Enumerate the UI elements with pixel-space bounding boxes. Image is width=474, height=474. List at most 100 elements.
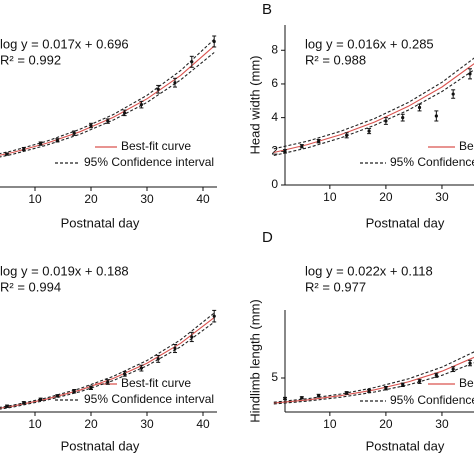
data-point bbox=[283, 149, 287, 153]
ci-upper bbox=[0, 38, 215, 155]
y-tick-label: 8 bbox=[271, 42, 278, 56]
data-point bbox=[55, 394, 60, 398]
data-point bbox=[89, 123, 93, 128]
x-tick-label: 10 bbox=[28, 417, 42, 431]
legend-label: Best-fit curve bbox=[121, 139, 191, 153]
data-point bbox=[434, 114, 438, 118]
fit-curve bbox=[273, 356, 474, 404]
data-point bbox=[384, 119, 388, 123]
data-point bbox=[39, 397, 43, 401]
data-point bbox=[212, 39, 216, 44]
equation: log y = 0.022x + 0.118 bbox=[305, 263, 433, 278]
ci-upper bbox=[0, 312, 215, 408]
x-tick-label: 40 bbox=[196, 192, 210, 206]
data-point bbox=[451, 367, 455, 371]
panel-label: D bbox=[262, 229, 273, 246]
x-tick-label: 30 bbox=[140, 192, 154, 206]
data-point bbox=[345, 391, 349, 395]
data-point bbox=[55, 138, 60, 142]
data-point bbox=[417, 105, 422, 110]
x-tick-label: 20 bbox=[84, 417, 98, 431]
data-point bbox=[300, 396, 304, 400]
panel: 10 20 30 5 Postnatal day Hindlimb length (mm)… bbox=[247, 229, 474, 453]
y-tick-label: 2 bbox=[271, 143, 278, 157]
data-point bbox=[139, 366, 143, 370]
data-point bbox=[123, 372, 127, 376]
x-tick-label: 30 bbox=[435, 417, 449, 431]
ci-upper bbox=[273, 57, 474, 150]
data-point bbox=[89, 386, 93, 390]
data-point bbox=[317, 394, 321, 398]
x-tick-label: 40 bbox=[196, 417, 210, 431]
x-tick-label: 10 bbox=[323, 417, 337, 431]
x-tick-label: 30 bbox=[435, 190, 449, 204]
equation: log y = 0.016x + 0.285 bbox=[305, 36, 434, 51]
data-point bbox=[5, 404, 9, 408]
data-point bbox=[283, 396, 287, 400]
data-point bbox=[212, 314, 216, 318]
x-axis-label: Postnatal day bbox=[366, 215, 445, 230]
data-point bbox=[190, 60, 194, 64]
data-point bbox=[106, 380, 110, 384]
data-point bbox=[72, 389, 76, 393]
panel: 10 20 30 40 Postnatal day log y = 0.019x + 0.… bbox=[0, 263, 217, 453]
x-axis-label: Postnatal day bbox=[61, 215, 140, 230]
data-point bbox=[22, 401, 26, 405]
panel: 10 20 30 40 Postnatal day log y = 0.017x + 0.… bbox=[0, 35, 217, 230]
ci-lower bbox=[273, 69, 474, 157]
data-point bbox=[434, 373, 438, 377]
legend-label: Best-fit curve bbox=[459, 376, 474, 390]
legend-label: 95% Confidence interval bbox=[84, 155, 214, 169]
x-tick-label: 20 bbox=[84, 192, 98, 206]
y-axis-label: Hindlimb length (mm) bbox=[247, 299, 262, 423]
x-tick-label: 20 bbox=[379, 417, 393, 431]
x-tick-label: 20 bbox=[379, 190, 393, 204]
data-point bbox=[317, 139, 321, 143]
x-tick-label: 30 bbox=[140, 417, 154, 431]
data-point bbox=[468, 72, 472, 76]
r-squared: R² = 0.994 bbox=[0, 279, 61, 294]
legend-label: 95% Confidence interval bbox=[84, 392, 214, 406]
data-point bbox=[367, 389, 371, 393]
data-point bbox=[300, 144, 304, 148]
data-point bbox=[106, 119, 110, 123]
x-axis-label: Postnatal day bbox=[366, 438, 445, 453]
data-point bbox=[468, 361, 472, 365]
data-point bbox=[451, 92, 455, 96]
data-point bbox=[417, 379, 422, 383]
panel-label: B bbox=[262, 1, 272, 18]
data-point bbox=[401, 116, 405, 120]
r-squared: R² = 0.988 bbox=[305, 52, 366, 67]
data-point bbox=[367, 129, 371, 133]
legend-label: 95% Confidence interval bbox=[390, 155, 474, 169]
data-point bbox=[39, 142, 43, 146]
data-point bbox=[156, 87, 160, 91]
data-point bbox=[384, 386, 388, 390]
y-tick-label: 5 bbox=[271, 370, 278, 384]
data-point bbox=[190, 335, 194, 339]
data-point bbox=[173, 81, 177, 85]
equation: log y = 0.019x + 0.188 bbox=[0, 263, 129, 278]
legend-label: 95% Confidence interval bbox=[390, 393, 474, 407]
data-point bbox=[173, 346, 177, 351]
data-point bbox=[22, 147, 26, 151]
data-point bbox=[401, 383, 405, 387]
legend-label: Best-fit curve bbox=[459, 139, 474, 153]
x-tick-label: 10 bbox=[28, 192, 42, 206]
y-tick-label: 4 bbox=[271, 110, 278, 124]
r-squared: R² = 0.977 bbox=[305, 279, 366, 294]
data-point bbox=[72, 131, 76, 135]
fit-curve bbox=[273, 63, 474, 154]
data-point bbox=[156, 357, 160, 361]
y-axis-label: Head width (mm) bbox=[247, 56, 262, 155]
y-tick-label: 6 bbox=[271, 76, 278, 90]
data-point bbox=[139, 103, 143, 107]
equation: log y = 0.017x + 0.696 bbox=[0, 36, 129, 51]
ci-upper bbox=[273, 351, 474, 403]
y-tick-label: 0 bbox=[271, 177, 278, 191]
r-squared: R² = 0.992 bbox=[0, 52, 61, 67]
panel: 10 20 30 0 2 4 6 8 Postnatal day Head width (mm) B… bbox=[247, 1, 474, 230]
x-axis-label: Postnatal day bbox=[61, 438, 140, 453]
data-point bbox=[5, 152, 9, 156]
